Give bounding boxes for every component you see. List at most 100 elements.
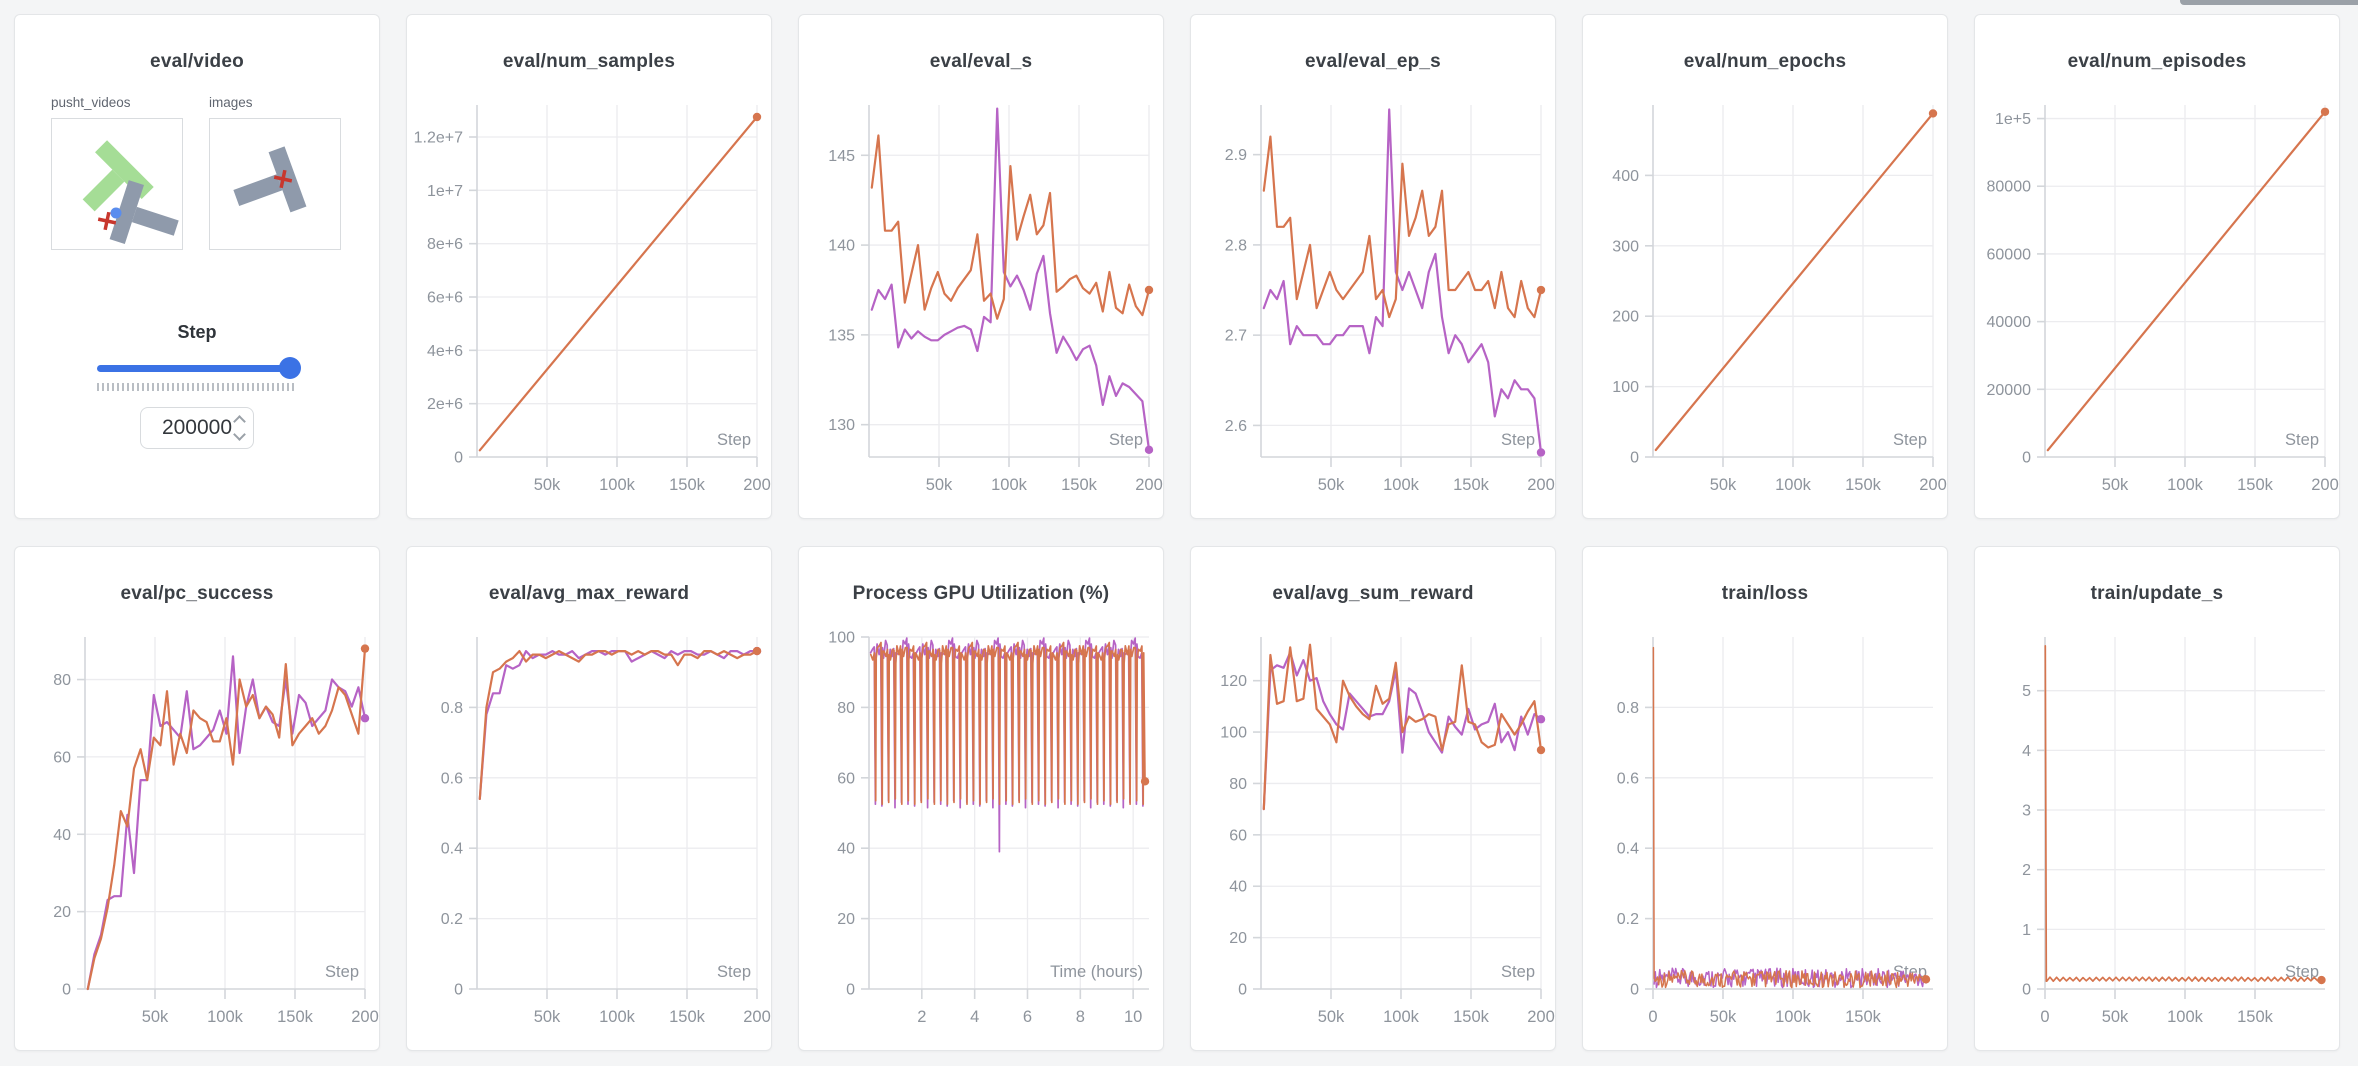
stepper-down-icon[interactable]	[233, 428, 246, 441]
horizontal-scrollbar-thumb[interactable]	[2180, 0, 2358, 5]
chart-svg: 0 20 40 60 80 100 2 4 6 8 10 Time (hours)	[828, 630, 1150, 1026]
chart-canvas[interactable]: 0 20 40 60 80 100 120 50k 100k 150k 200 Step	[1191, 619, 1555, 1049]
y-tick-label: 20	[837, 911, 855, 928]
x-tick-label: 150k	[669, 476, 706, 494]
y-tick-label: 0.4	[1617, 841, 1639, 858]
y-tick-label: 40	[1229, 879, 1247, 896]
series-end-dot-run-purple	[1536, 715, 1546, 724]
y-tick-label: 60	[53, 749, 71, 766]
series-line-run-orange	[1262, 643, 1543, 811]
target-cross	[97, 211, 117, 231]
y-tick-label: 0	[454, 450, 463, 467]
images-thumbnail-image	[233, 146, 307, 213]
y-tick-label: 60	[1229, 827, 1247, 844]
x-tick-label: 50k	[926, 476, 953, 494]
x-tick-label: 150k	[1453, 476, 1490, 494]
chart-svg: 0 0.2 0.4 0.6 0.8 50k 100k 150k 200 Step	[441, 637, 771, 1026]
series-line-run-orange	[1654, 112, 1935, 452]
x-tick-label: 50k	[534, 1008, 561, 1026]
y-tick-label: 200	[1612, 309, 1639, 326]
step-value-input[interactable]	[158, 416, 236, 440]
panel-eval-pc-success[interactable]: eval/pc_success 0 20 40 60 80 50k 100k 150k 200 S…	[14, 546, 380, 1051]
x-axis-label: Step	[325, 963, 359, 981]
y-tick-label: 3	[2022, 803, 2031, 820]
x-tick-label: 200	[1527, 476, 1555, 494]
series-line-run-purple	[478, 650, 759, 800]
series-line-run-orange	[869, 641, 1146, 806]
x-tick-label: 0	[2040, 1008, 2049, 1026]
x-axis-label: Time (hours)	[1050, 963, 1143, 981]
series-end-dot-run-orange	[360, 644, 370, 653]
y-tick-label: 1	[2022, 922, 2031, 939]
x-tick-label: 4	[970, 1008, 979, 1026]
series-end-dot-run-purple	[1144, 445, 1154, 455]
chart-svg: 0 2e+6 4e+6 6e+6 8e+6 1e+7 1.2e+7 50k 100k 150k 20…	[414, 105, 771, 494]
x-tick-label: 100k	[207, 1008, 244, 1026]
x-axis-label: Step	[2285, 963, 2319, 981]
y-tick-label: 20	[53, 904, 71, 921]
y-tick-label: 0	[454, 982, 463, 999]
x-tick-label: 100k	[1383, 1008, 1420, 1026]
y-tick-label: 0	[1630, 450, 1639, 467]
y-tick-label: 60000	[1987, 246, 2032, 263]
panel-gpu-utilization[interactable]: Process GPU Utilization (%) 0 20 40 60 80 100…	[798, 546, 1164, 1051]
chart-title: eval/pc_success	[120, 583, 274, 604]
y-tick-label: 0	[846, 982, 855, 999]
thumbnail-caption: images	[209, 95, 253, 110]
x-tick-label: 50k	[1318, 476, 1345, 494]
x-tick-label: 50k	[1710, 476, 1737, 494]
panel-eval-video[interactable]: eval/video pusht_videos	[14, 14, 380, 519]
step-slider-label: Step	[177, 322, 217, 342]
chart-canvas[interactable]: 0 20 40 60 80 50k 100k 150k 200 Step	[15, 619, 379, 1049]
panel-eval-num-epochs[interactable]: eval/num_epochs 0 100 200 300 400 50k 100k 150k…	[1582, 14, 1948, 519]
gray-t-shape	[233, 146, 307, 213]
y-tick-label: 80	[1229, 776, 1247, 793]
chart-svg: 0 20 40 60 80 50k 100k 150k 200 Step	[53, 637, 379, 1026]
x-tick-label: 6	[1023, 1008, 1032, 1026]
chart-canvas[interactable]: 0 0.2 0.4 0.6 0.8 0 50k 100k 150k Step	[1583, 619, 1947, 1049]
panel-eval-eval-ep-s[interactable]: eval/eval_ep_s 2.6 2.7 2.8 2.9 50k 100k 150k 20…	[1190, 14, 1556, 519]
chart-canvas[interactable]: 2.6 2.7 2.8 2.9 50k 100k 150k 200 Step	[1191, 87, 1555, 517]
x-tick-label: 200	[351, 1008, 379, 1026]
series-line-run-purple	[86, 655, 367, 991]
series-line-run-orange	[478, 115, 759, 452]
y-tick-label: 1.2e+7	[414, 130, 463, 147]
chart-canvas[interactable]: 0 1 2 3 4 5 0 50k 100k 150k Step	[1975, 619, 2339, 1049]
y-tick-label: 5	[2022, 683, 2031, 700]
x-tick-label: 50k	[1318, 1008, 1345, 1026]
chart-canvas[interactable]: 130 135 140 145 50k 100k 150k 200 Step	[799, 87, 1163, 517]
pusht-video-thumbnail[interactable]	[51, 118, 183, 250]
chart-canvas[interactable]: 0 20 40 60 80 100 2 4 6 8 10 Time (hours)	[799, 619, 1163, 1049]
chart-canvas[interactable]: 0 2e+6 4e+6 6e+6 8e+6 1e+7 1.2e+7 50k 100k 150k 20…	[407, 87, 771, 517]
chart-canvas[interactable]: 0 100 200 300 400 50k 100k 150k 200 Step	[1583, 87, 1947, 517]
step-slider-thumb[interactable]	[279, 357, 301, 379]
chart-canvas[interactable]: 0 0.2 0.4 0.6 0.8 50k 100k 150k 200 Step	[407, 619, 771, 1049]
x-axis-label: Step	[717, 963, 751, 981]
y-tick-label: 0.6	[1617, 770, 1639, 787]
panel-eval-eval-s[interactable]: eval/eval_s 130 135 140 145 50k 100k 150k 200 St…	[798, 14, 1164, 519]
step-stepper[interactable]	[233, 415, 246, 441]
y-tick-label: 120	[1220, 673, 1247, 690]
panel-eval-avg-sum-reward[interactable]: eval/avg_sum_reward 0 20 40 60 80 100 120 50k 10…	[1190, 546, 1556, 1051]
step-slider-track[interactable]	[97, 365, 297, 372]
x-tick-label: 50k	[2102, 476, 2129, 494]
step-slider[interactable]	[97, 357, 301, 379]
panel-train-loss[interactable]: train/loss 0 0.2 0.4 0.6 0.8 0 50k 100k 150k Step	[1582, 546, 1948, 1051]
panel-train-update-s[interactable]: train/update_s 0 1 2 3 4 5 0 50k 100k 150k Step	[1974, 546, 2340, 1051]
stepper-up-icon[interactable]	[233, 415, 246, 428]
images-thumbnail[interactable]	[209, 118, 341, 250]
chart-title: train/update_s	[2090, 583, 2224, 604]
chart-canvas[interactable]: 0 20000 40000 60000 80000 1e+5 50k 100k 150k 200 S…	[1975, 87, 2339, 517]
y-tick-label: 4	[2022, 743, 2031, 760]
y-tick-label: 0.8	[1617, 700, 1639, 717]
panel-eval-avg-max-reward[interactable]: eval/avg_max_reward 0 0.2 0.4 0.6 0.8 50k 100k…	[406, 546, 772, 1051]
x-axis-label: Step	[1109, 431, 1143, 449]
agent-dot	[110, 207, 122, 219]
panel-eval-num-samples[interactable]: eval/num_samples 0 2e+6 4e+6 6e+6 8e+6 1e+7 1.…	[406, 14, 772, 519]
y-tick-label: 40	[53, 827, 71, 844]
chart-svg: 0 1 2 3 4 5 0 50k 100k 150k Step	[2022, 637, 2326, 1026]
series-end-dot-run-orange	[1536, 285, 1546, 295]
panel-eval-num-episodes[interactable]: eval/num_episodes 0 20000 40000 60000 80000 1…	[1974, 14, 2340, 519]
y-tick-label: 1e+7	[427, 183, 463, 200]
